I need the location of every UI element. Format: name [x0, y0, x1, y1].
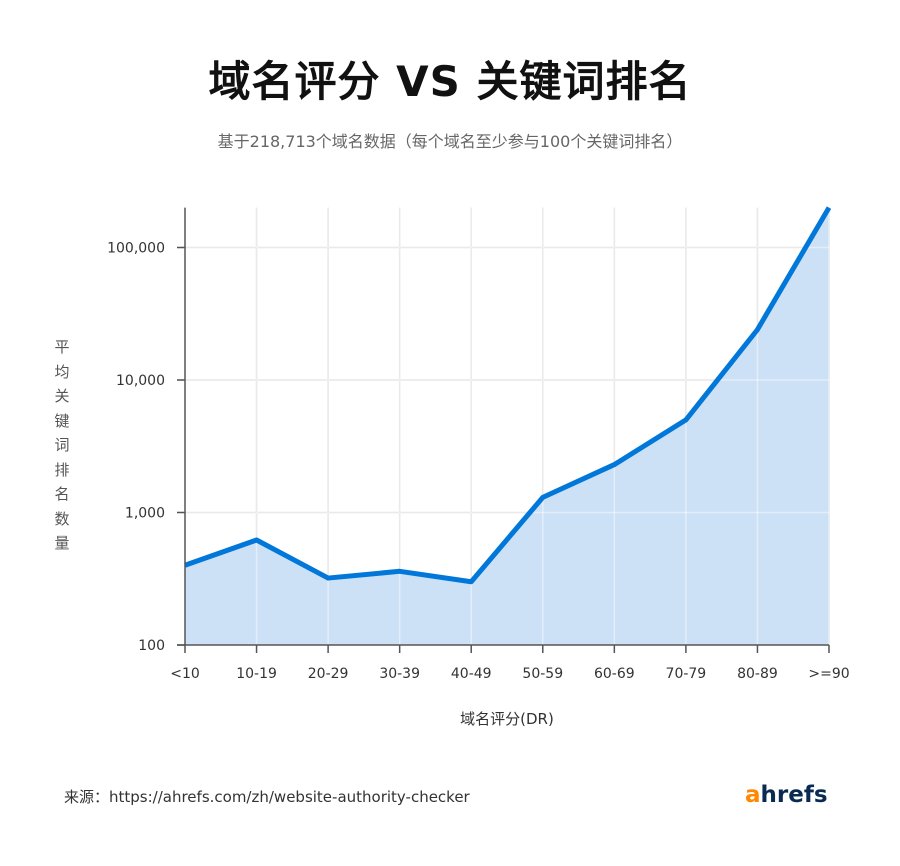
x-tick-label: 70-79: [666, 666, 707, 682]
x-tick-label: 50-59: [522, 666, 563, 682]
x-tick-label: 30-39: [379, 666, 420, 682]
ahrefs-logo: ahrefs: [745, 782, 828, 808]
chart-title: 域名评分 VS 关键词排名: [208, 57, 692, 106]
x-tick-label: 20-29: [308, 666, 349, 682]
y-axis-label: 平均关键词排名数量: [54, 338, 70, 552]
y-tick-label: 100,000: [107, 241, 165, 257]
series-line: [184, 206, 832, 585]
x-tick-label: 60-69: [594, 666, 635, 682]
x-tick-label: <10: [170, 666, 200, 682]
x-tick-label: >=90: [808, 666, 849, 682]
x-tick-label: 40-49: [451, 666, 492, 682]
logo-rest: hrefs: [760, 782, 828, 808]
source-note: 来源：https://ahrefs.com/zh/website-authori…: [64, 788, 470, 806]
x-axis-label: 域名评分(DR): [460, 710, 554, 728]
chart-subtitle: 基于218,713个域名数据（每个域名至少参与100个关键词排名）: [217, 132, 683, 151]
x-tick-label: 10-19: [236, 666, 277, 682]
area-fill: [185, 207, 829, 646]
y-tick-label: 1,000: [125, 506, 165, 522]
logo-accent-letter: a: [745, 782, 761, 808]
y-tick-label: 100: [138, 638, 165, 654]
y-tick-label: 10,000: [116, 373, 165, 389]
x-tick-label: 80-89: [737, 666, 778, 682]
